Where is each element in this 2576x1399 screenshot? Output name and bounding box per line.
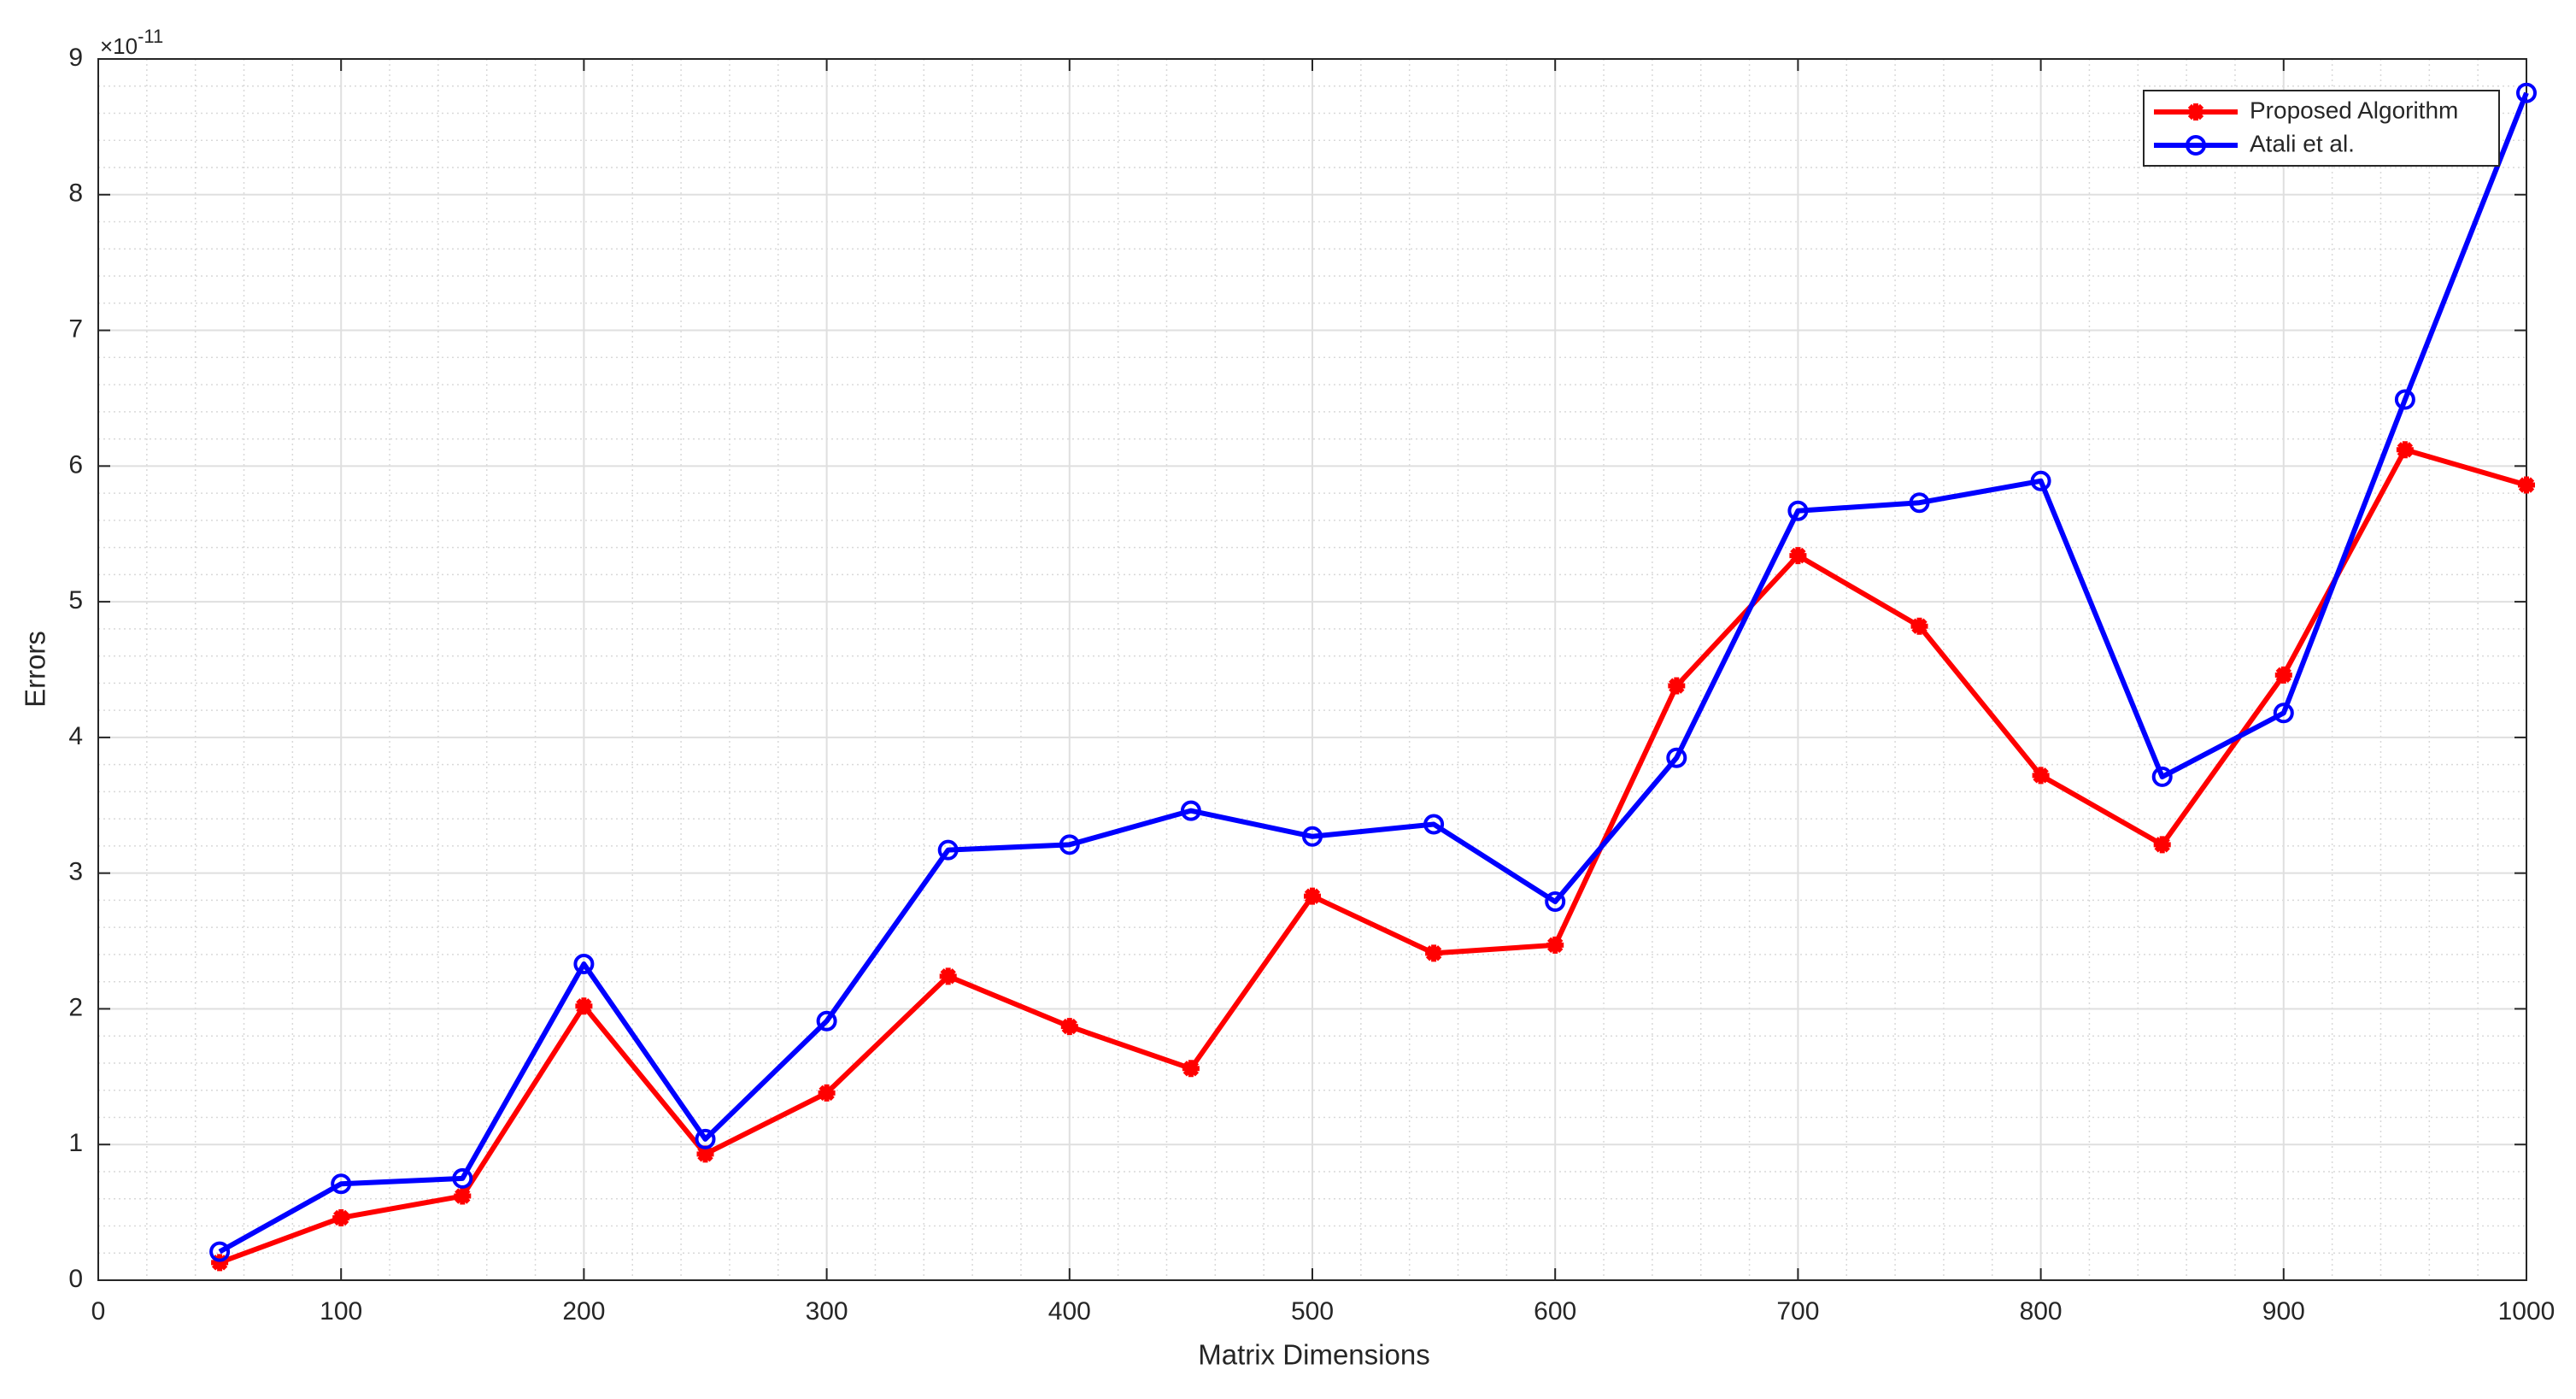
marker — [1910, 617, 1928, 635]
marker — [2394, 389, 2415, 410]
marker — [452, 1167, 473, 1189]
legend-label: Proposed Algorithm — [2250, 97, 2458, 123]
marker — [1787, 500, 1809, 521]
multiplier-base: ×10 — [100, 33, 138, 59]
y-tick-label: 2 — [68, 993, 83, 1021]
y-tick-label: 1 — [68, 1129, 83, 1157]
marker — [1304, 887, 1321, 905]
marker — [1060, 1018, 1078, 1036]
x-axis-label: Matrix Dimensions — [1198, 1339, 1429, 1371]
legend-box — [2143, 90, 2500, 167]
x-tick-label: 600 — [1534, 1297, 1576, 1326]
marker — [209, 1241, 231, 1262]
x-tick-label: 400 — [1048, 1297, 1091, 1326]
marker — [2516, 82, 2537, 103]
marker — [211, 1254, 229, 1272]
y-tick-label: 6 — [68, 450, 83, 479]
y-multiplier: ×10-11 — [100, 26, 163, 59]
x-tick-label: 500 — [1291, 1297, 1334, 1326]
y-tick-label: 3 — [68, 858, 83, 886]
marker — [1789, 547, 1807, 565]
marker — [1182, 1060, 1200, 1078]
marker — [2186, 135, 2206, 156]
marker — [1180, 800, 1201, 821]
marker — [1909, 492, 1930, 514]
marker — [1425, 944, 1443, 962]
y-tick-label: 0 — [68, 1265, 83, 1293]
marker — [816, 1010, 837, 1032]
marker — [1423, 814, 1445, 835]
marker — [1059, 834, 1080, 855]
marker — [454, 1187, 472, 1205]
marker — [575, 997, 593, 1015]
marker — [573, 954, 595, 975]
marker — [2187, 103, 2204, 121]
marker — [696, 1145, 714, 1163]
marker — [937, 839, 959, 861]
plot-frame — [97, 58, 2527, 1281]
y-tick-label: 8 — [68, 179, 83, 208]
marker — [1666, 747, 1687, 768]
x-tick-label: 700 — [1776, 1297, 1819, 1326]
x-tick-label: 100 — [320, 1297, 362, 1326]
marker — [2274, 666, 2292, 684]
marker — [331, 1173, 352, 1195]
y-tick-label: 4 — [68, 722, 83, 750]
marker — [1668, 677, 1686, 695]
marker — [1302, 826, 1323, 847]
x-tick-label: 300 — [806, 1297, 848, 1326]
y-tick-label: 7 — [68, 314, 83, 343]
x-tick-label: 800 — [2020, 1297, 2063, 1326]
x-tick-label: 200 — [562, 1297, 605, 1326]
marker — [332, 1208, 350, 1226]
series-line — [218, 91, 2529, 1255]
marker — [2396, 441, 2414, 459]
marker — [818, 1084, 836, 1102]
marker — [1546, 936, 1564, 954]
marker — [695, 1128, 716, 1149]
y-tick-label: 5 — [68, 586, 83, 614]
series-line — [219, 447, 2527, 1266]
marker — [2153, 836, 2171, 854]
marker — [2032, 767, 2050, 785]
marker — [1545, 891, 1566, 913]
marker — [2273, 702, 2294, 724]
legend-label: Atali et al. — [2250, 130, 2355, 156]
marker — [2518, 476, 2535, 494]
marker — [2030, 470, 2051, 491]
x-tick-label: 0 — [91, 1297, 106, 1326]
marker — [2151, 766, 2173, 787]
x-tick-label: 1000 — [2498, 1297, 2555, 1326]
y-tick-label: 9 — [68, 44, 83, 72]
x-tick-label: 900 — [2262, 1297, 2305, 1326]
multiplier-exponent: -11 — [138, 26, 163, 47]
y-axis-label: Errors — [20, 631, 51, 708]
marker — [939, 967, 957, 985]
